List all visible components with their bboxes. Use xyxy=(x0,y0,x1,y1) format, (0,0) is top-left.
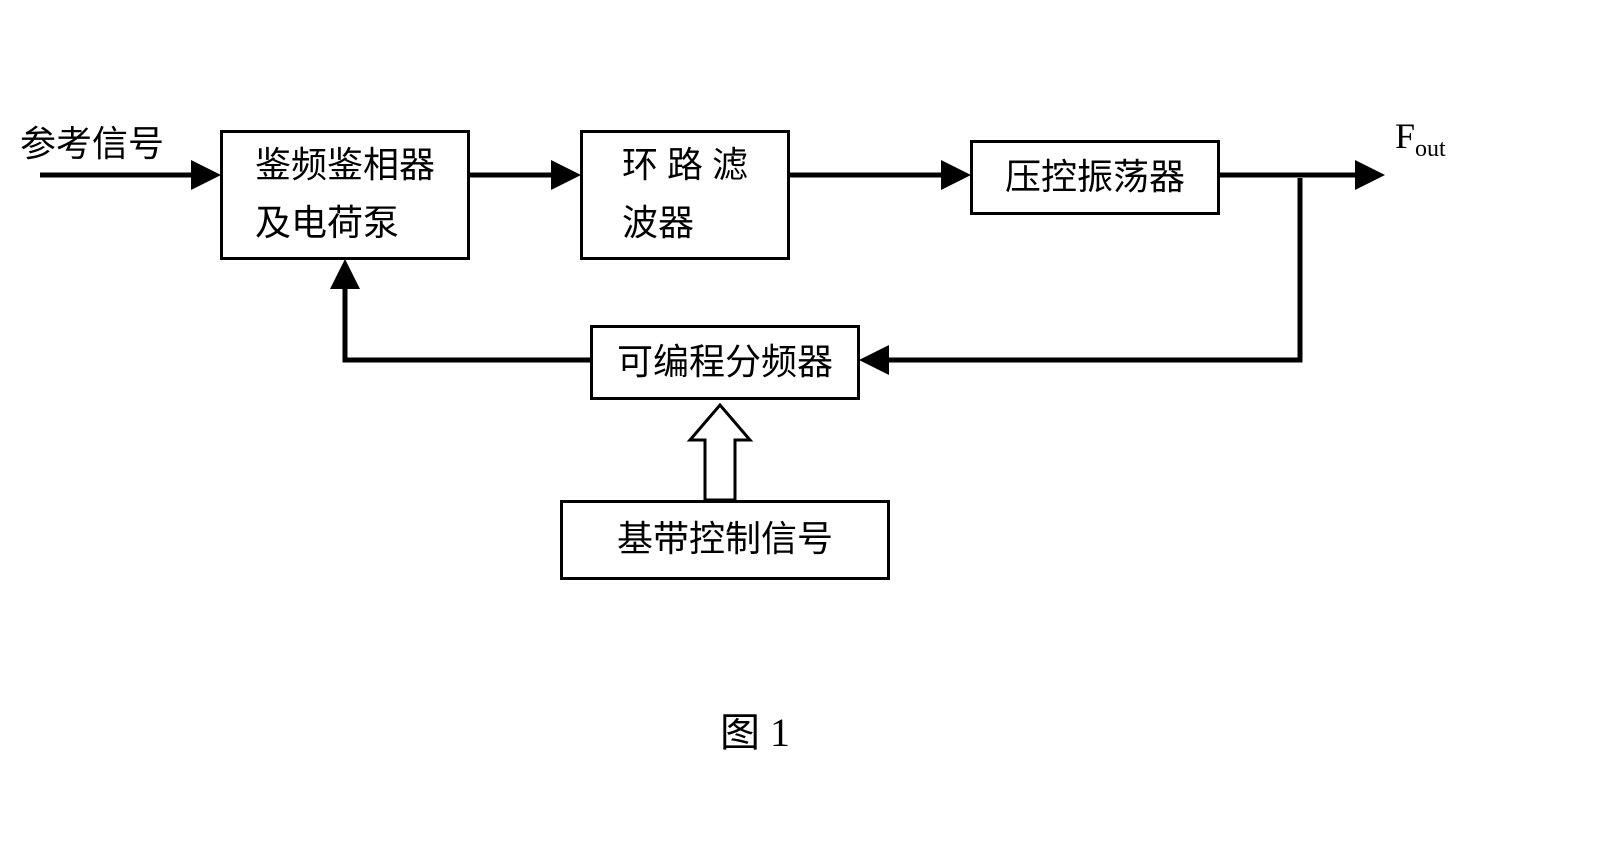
block-baseband: 基带控制信号 xyxy=(560,500,890,580)
output-label-sub: out xyxy=(1415,136,1446,162)
output-label-prefix: F xyxy=(1395,116,1415,156)
figure-caption: 图 1 xyxy=(720,700,790,758)
block-divider-label: 可编程分频器 xyxy=(617,334,833,392)
input-label: 参考信号 xyxy=(20,115,164,167)
block-loop-filter-label: 环 路 滤 波器 xyxy=(622,137,748,252)
diagram-arrows xyxy=(0,0,1616,845)
figure-caption-text: 图 1 xyxy=(720,710,790,755)
pll-block-diagram: 参考信号 Fout 鉴频鉴相器 及电荷泵 环 路 滤 波器 压控振荡器 可编程分… xyxy=(0,0,1616,845)
block-pfd-cp: 鉴频鉴相器 及电荷泵 xyxy=(220,130,470,260)
block-baseband-label: 基带控制信号 xyxy=(617,511,833,569)
block-vco: 压控振荡器 xyxy=(970,140,1220,215)
block-vco-label: 压控振荡器 xyxy=(1005,149,1185,207)
block-pfd-cp-label: 鉴频鉴相器 及电荷泵 xyxy=(255,137,435,252)
block-divider: 可编程分频器 xyxy=(590,325,860,400)
block-loop-filter: 环 路 滤 波器 xyxy=(580,130,790,260)
output-label: Fout xyxy=(1395,115,1446,163)
input-label-text: 参考信号 xyxy=(20,124,164,164)
hollow-arrow xyxy=(690,405,750,500)
